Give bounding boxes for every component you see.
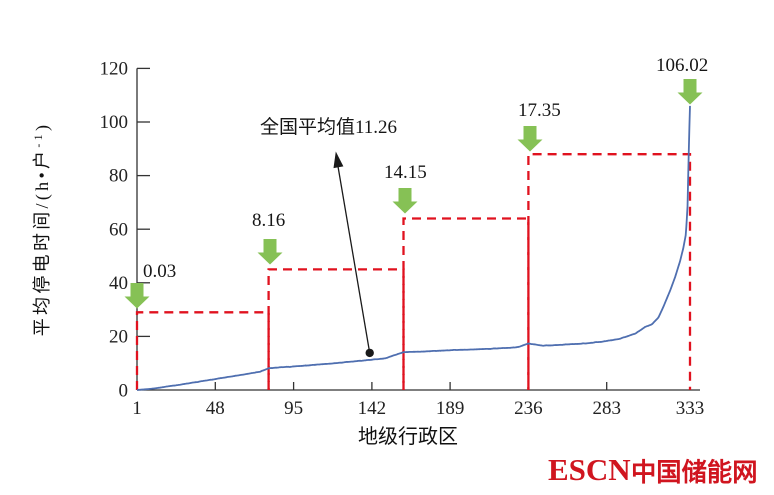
svg-text:8.16: 8.16 <box>252 210 285 231</box>
svg-text:48: 48 <box>206 398 225 419</box>
svg-text:14.15: 14.15 <box>384 162 427 183</box>
svg-text:333: 333 <box>676 398 705 419</box>
svg-text:100: 100 <box>100 112 129 133</box>
svg-text:0: 0 <box>119 381 129 402</box>
svg-text:189: 189 <box>436 398 465 419</box>
svg-text:120: 120 <box>100 59 129 80</box>
svg-text:ESCN: ESCN <box>548 452 631 487</box>
svg-text:106.02: 106.02 <box>656 55 708 76</box>
svg-text:全国平均值11.26: 全国平均值11.26 <box>260 116 397 138</box>
svg-text:95: 95 <box>284 398 303 419</box>
svg-text:平均停电时间/(h•户-1): 平均停电时间/(h•户-1) <box>31 122 53 337</box>
svg-text:80: 80 <box>109 166 128 187</box>
svg-text:1: 1 <box>132 398 142 419</box>
svg-text:20: 20 <box>109 327 128 348</box>
svg-text:40: 40 <box>109 273 128 294</box>
svg-text:236: 236 <box>514 398 543 419</box>
svg-text:60: 60 <box>109 219 128 240</box>
svg-text:0.03: 0.03 <box>143 261 176 282</box>
svg-text:17.35: 17.35 <box>518 100 561 121</box>
svg-text:283: 283 <box>592 398 621 419</box>
svg-text:中国储能网: 中国储能网 <box>631 458 758 487</box>
svg-text:142: 142 <box>358 398 387 419</box>
svg-text:地级行政区: 地级行政区 <box>358 425 458 448</box>
